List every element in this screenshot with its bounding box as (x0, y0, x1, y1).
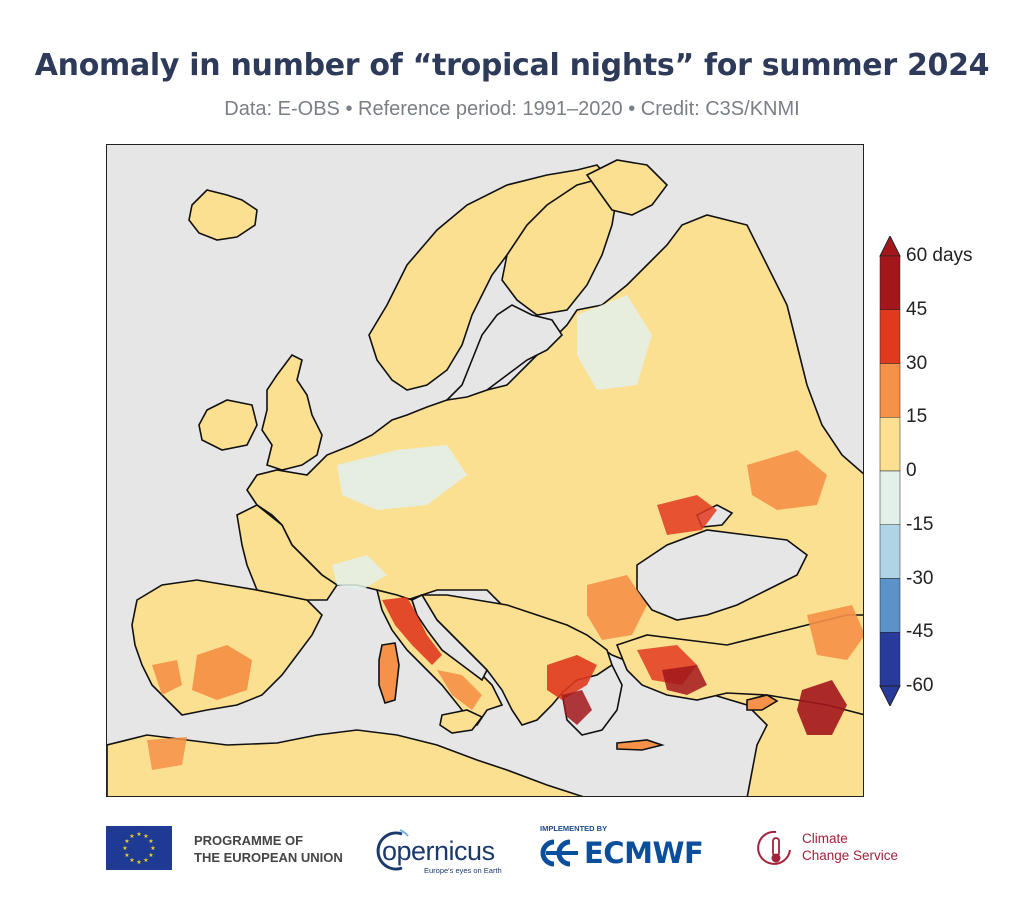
map-canvas (107, 145, 863, 796)
land-iceland (188, 189, 258, 241)
ecmwf-symbol-icon (540, 839, 578, 867)
anomaly-alps-neutral (332, 555, 387, 590)
anomaly-italy-red (382, 597, 442, 665)
anomaly-iberia-south (152, 660, 182, 695)
land-sicily (439, 709, 484, 734)
colorbar-band-0-15 (879, 417, 901, 472)
anomaly-ukraine-south (657, 495, 717, 535)
eu-line-2: THE EUROPEAN UNION (194, 850, 343, 865)
colorbar-arrow-top (879, 236, 901, 257)
sea-black-sea (636, 529, 809, 621)
anomaly-levant (797, 680, 847, 735)
copernicus-tagline: Europe's eyes on Earth (424, 866, 502, 875)
svg-text:★: ★ (148, 852, 153, 859)
anomaly-iberia-orange (192, 645, 252, 700)
copernicus-wordmark: opernicus (382, 836, 495, 866)
anomaly-balkans-red (547, 655, 597, 700)
land-france (236, 504, 339, 601)
page-title: Anomaly in number of “tropical nights” f… (34, 48, 990, 83)
ecmwf-logo: IMPLEMENTED BY ECMWF (538, 822, 728, 878)
ecmwf-implemented-by: IMPLEMENTED BY (540, 824, 608, 833)
colorbar-band-m30-m15 (879, 524, 901, 579)
thermometer-cloud-icon (757, 830, 791, 865)
c3s-label: Climate Change Service (802, 830, 898, 864)
svg-text:★: ★ (136, 831, 141, 838)
svg-text:★: ★ (122, 845, 127, 852)
svg-text:★: ★ (129, 833, 134, 840)
colorbar-band-15-30 (879, 363, 901, 418)
sea-baltic (444, 304, 564, 402)
land-finland (501, 176, 618, 316)
anomaly-north-africa (147, 737, 187, 770)
eu-line-1: PROGRAMME OF (194, 833, 304, 848)
anomaly-turkey-coast (662, 665, 707, 695)
svg-text:★: ★ (143, 857, 148, 864)
land-ireland (198, 399, 258, 451)
ecmwf-wordmark: ECMWF (584, 836, 704, 870)
eu-stars-icon: ★ ★★ ★★★ ★★★ ★★★ (106, 826, 172, 870)
land-north-africa (107, 729, 584, 796)
colorbar-tick-m45: -45 (906, 621, 934, 643)
colorbar-band-m60-m45 (879, 632, 901, 687)
svg-text:★: ★ (150, 845, 155, 852)
colorbar-band-45-60 (879, 255, 901, 310)
land-kola (585, 159, 669, 216)
eu-flag-icon: ★ ★ ★ ★ ★ ★ ★ ★ ★ ★ ★ ★ (106, 826, 172, 870)
svg-text:★: ★ (124, 852, 129, 859)
warm-anomalies (147, 450, 863, 770)
neutral-anomalies (332, 295, 652, 590)
land-great-britain (261, 353, 323, 471)
anomaly-caucasus (747, 450, 827, 510)
sea-adriatic (411, 593, 488, 682)
colorbar-tick-15: 15 (906, 406, 928, 428)
svg-text:★: ★ (124, 838, 129, 845)
svg-text:★: ★ (129, 857, 134, 864)
anomaly-greece (562, 690, 592, 725)
page-subtitle: Data: E-OBS • Reference period: 1991–202… (224, 98, 800, 120)
svg-text:★: ★ (136, 859, 141, 866)
colorbar-tick-45: 45 (906, 298, 928, 320)
colorbar-tick-60: 60 days (906, 245, 973, 266)
c3s-line-1: Climate (802, 831, 848, 846)
land-sardinia (378, 642, 400, 704)
copernicus-c-icon (376, 829, 409, 871)
colorbar-band-m45-m30 (879, 578, 901, 633)
land-crete (616, 739, 665, 751)
svg-text:★: ★ (143, 833, 148, 840)
colorbar-band-30-45 (879, 309, 901, 364)
colorbar-scale (879, 236, 901, 706)
europe-anomaly-map (106, 144, 864, 797)
anomaly-east-turkey (807, 605, 863, 660)
land-cyprus (746, 694, 779, 711)
copernicus-logo: opernicus Europe's eyes on Earth (372, 822, 512, 878)
anomaly-russia-neutral (577, 295, 652, 390)
footer-logos: ★ ★ ★ ★ ★ ★ ★ ★ ★ ★ ★ ★ PROGRAMME OF THE EUROPEA… (0, 822, 1024, 882)
colorbar-band-m15-0 (879, 470, 901, 525)
anomaly-romania (587, 575, 647, 640)
eu-programme-label: PROGRAMME OF THE EUROPEAN UNION (194, 832, 343, 866)
colorbar-tick-30: 30 (906, 352, 928, 374)
colorbar: 60 days 45 30 15 0 -15 -30 -45 -60 (876, 236, 1016, 706)
c3s-line-2: Change Service (802, 848, 899, 863)
colorbar-arrow-bottom (879, 685, 901, 706)
colorbar-tick-m60: -60 (906, 675, 934, 696)
anomaly-italy-south (437, 670, 482, 710)
c3s-logo: Climate Change Service (756, 824, 926, 880)
colorbar-tick-0: 0 (906, 460, 917, 481)
colorbar-tick-m30: -30 (906, 567, 934, 589)
anomaly-central-europe-neutral (337, 445, 467, 510)
colorbar-tick-m15: -15 (906, 513, 934, 535)
svg-text:★: ★ (148, 838, 153, 845)
